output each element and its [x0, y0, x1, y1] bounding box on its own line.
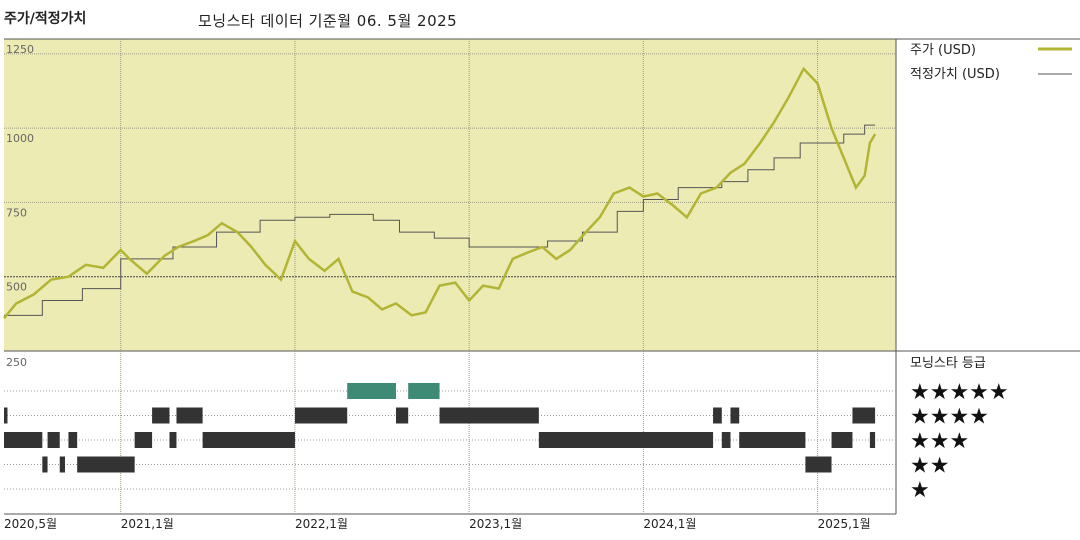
legend-price-label: 주가 (USD) — [910, 43, 976, 58]
rating-bar — [721, 432, 731, 448]
fair-value-series-line — [4, 124, 876, 316]
rating-bar — [176, 407, 203, 424]
rating-bar — [59, 456, 65, 473]
rating-bar — [294, 407, 348, 424]
y-tick-label: 1250 — [6, 43, 34, 56]
rating-star-label: ★★ — [910, 454, 949, 479]
rating-star-label: ★★★★★ — [910, 380, 1009, 405]
rating-star-label: ★ — [910, 478, 930, 503]
x-tick-label: 2022,1월 — [295, 517, 348, 531]
rating-bar — [805, 456, 832, 473]
x-tick-labels: 2020,5월 2021,1월 2022,1월 2023,1월 2024,1월 2025,… — [4, 517, 871, 531]
rating-bar — [4, 407, 8, 424]
rating-bar — [152, 407, 170, 424]
rating-bar — [395, 407, 409, 424]
rating-bar — [408, 383, 440, 399]
x-tick-label: 2023,1월 — [469, 517, 522, 531]
rating-bar — [739, 432, 806, 448]
rating-bar — [852, 407, 876, 424]
x-tick-label: 2025,1월 — [818, 517, 871, 531]
rating-bar — [347, 383, 396, 399]
chart-title: 주가/적정가치 — [4, 11, 87, 27]
rating-bar — [869, 432, 876, 448]
rating-bar — [42, 456, 48, 473]
rating-star-labels: ★★★★★★★★★★★★★★★ — [910, 380, 1009, 503]
rating-bar — [439, 407, 539, 424]
rating-bars — [4, 383, 876, 473]
y-tick-label: 750 — [6, 206, 27, 219]
rating-bar — [77, 456, 135, 473]
rating-bar — [730, 407, 740, 424]
rating-bar — [47, 432, 60, 448]
rating-star-label: ★★★ — [910, 429, 969, 454]
rating-bar — [202, 432, 295, 448]
rating-panel-title: 모닝스타 등급 — [910, 356, 986, 371]
legend-fair-label: 적정가치 (USD) — [910, 67, 1000, 82]
y-tick-labels: 250 500 750 1000 1250 — [6, 43, 34, 369]
plot-area-background — [4, 39, 896, 351]
x-tick-label: 2020,5월 — [4, 517, 57, 531]
rating-bar — [713, 407, 722, 424]
x-tick-label: 2024,1월 — [643, 517, 696, 531]
rating-bar — [4, 432, 43, 448]
rating-bar — [538, 432, 714, 448]
y-tick-label: 500 — [6, 281, 27, 294]
rating-star-label: ★★★★ — [910, 405, 989, 430]
y-tick-label: 1000 — [6, 132, 34, 145]
y-tick-label: 250 — [6, 356, 27, 369]
rating-bar — [169, 432, 177, 448]
price-series-line — [3, 66, 877, 320]
chart-subtitle: 모닝스타 데이터 기준월 06. 5월 2025 — [198, 12, 458, 30]
y-gridlines — [4, 53, 896, 278]
rating-bar — [68, 432, 78, 448]
rating-bar — [831, 432, 853, 448]
x-tick-label: 2021,1월 — [121, 517, 174, 531]
rating-bar — [134, 432, 153, 448]
